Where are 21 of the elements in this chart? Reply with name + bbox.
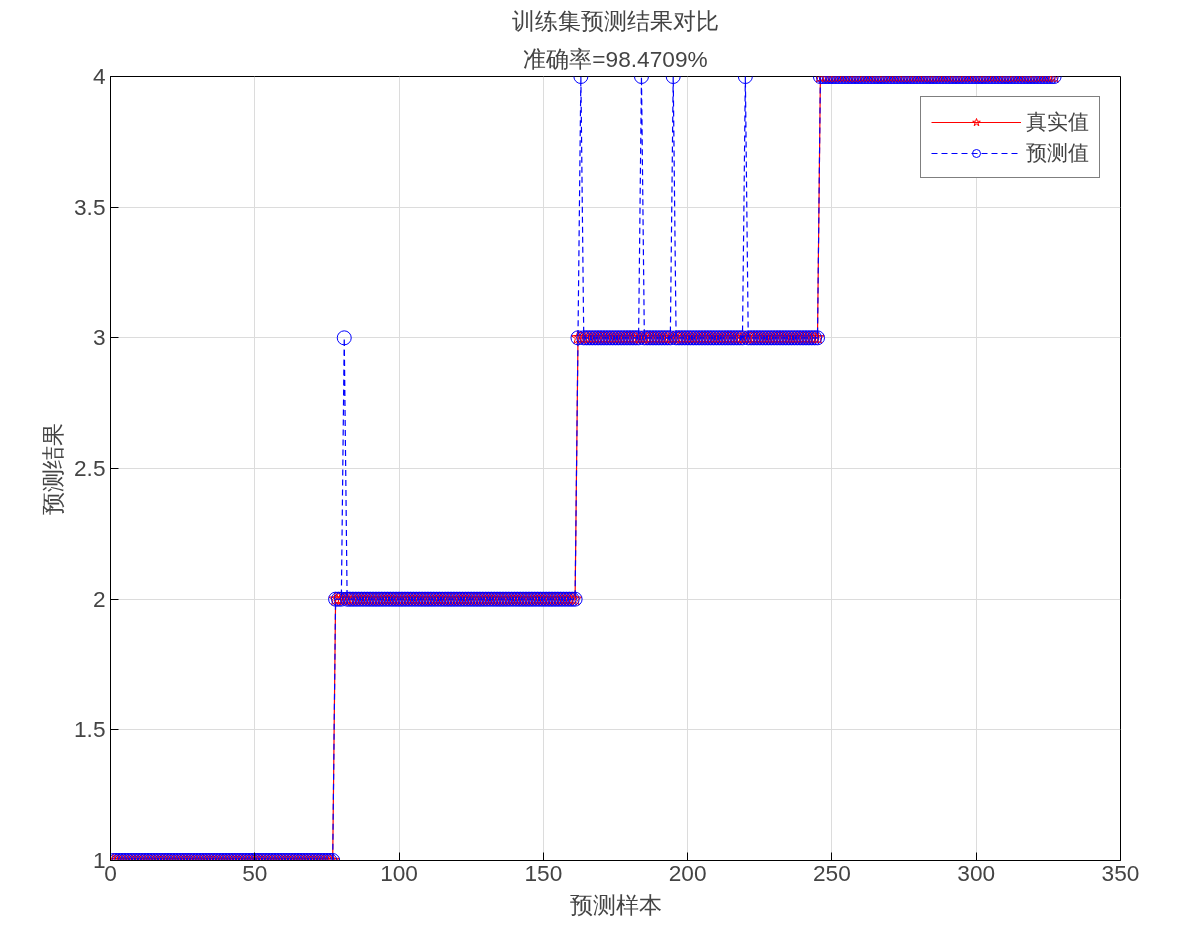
y-tick-label: 2.5 — [74, 455, 106, 481]
x-tick-label: 300 — [957, 859, 996, 886]
x-axis-title: 预测样本 — [569, 891, 662, 918]
legend-label: 真实值 — [1026, 109, 1089, 136]
x-tick-label: 0 — [104, 859, 117, 886]
legend-label: 预测值 — [1026, 140, 1089, 167]
x-tick-label: 250 — [813, 859, 851, 886]
y-axis-title: 预测结果 — [40, 422, 66, 515]
chart-subtitle: 准确率=98.4709% — [523, 45, 708, 72]
x-tick-label: 350 — [1101, 859, 1140, 886]
y-tick-label: 4 — [92, 63, 106, 89]
y-tick-label: 3.5 — [74, 193, 106, 220]
x-tick-label: 200 — [668, 859, 707, 886]
y-tick-label: 3 — [92, 324, 106, 351]
y-tick-label: 1.5 — [74, 716, 106, 743]
x-tick-label: 100 — [380, 859, 418, 886]
y-tick-label: 1 — [92, 847, 106, 873]
x-tick-label: 50 — [242, 859, 268, 886]
x-tick-label: 150 — [524, 859, 563, 886]
y-tick-label: 2 — [92, 585, 106, 612]
chart-title: 训练集预测结果对比 — [512, 7, 719, 34]
